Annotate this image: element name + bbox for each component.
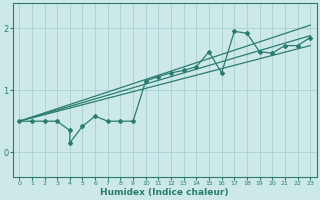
X-axis label: Humidex (Indice chaleur): Humidex (Indice chaleur) <box>100 188 229 197</box>
